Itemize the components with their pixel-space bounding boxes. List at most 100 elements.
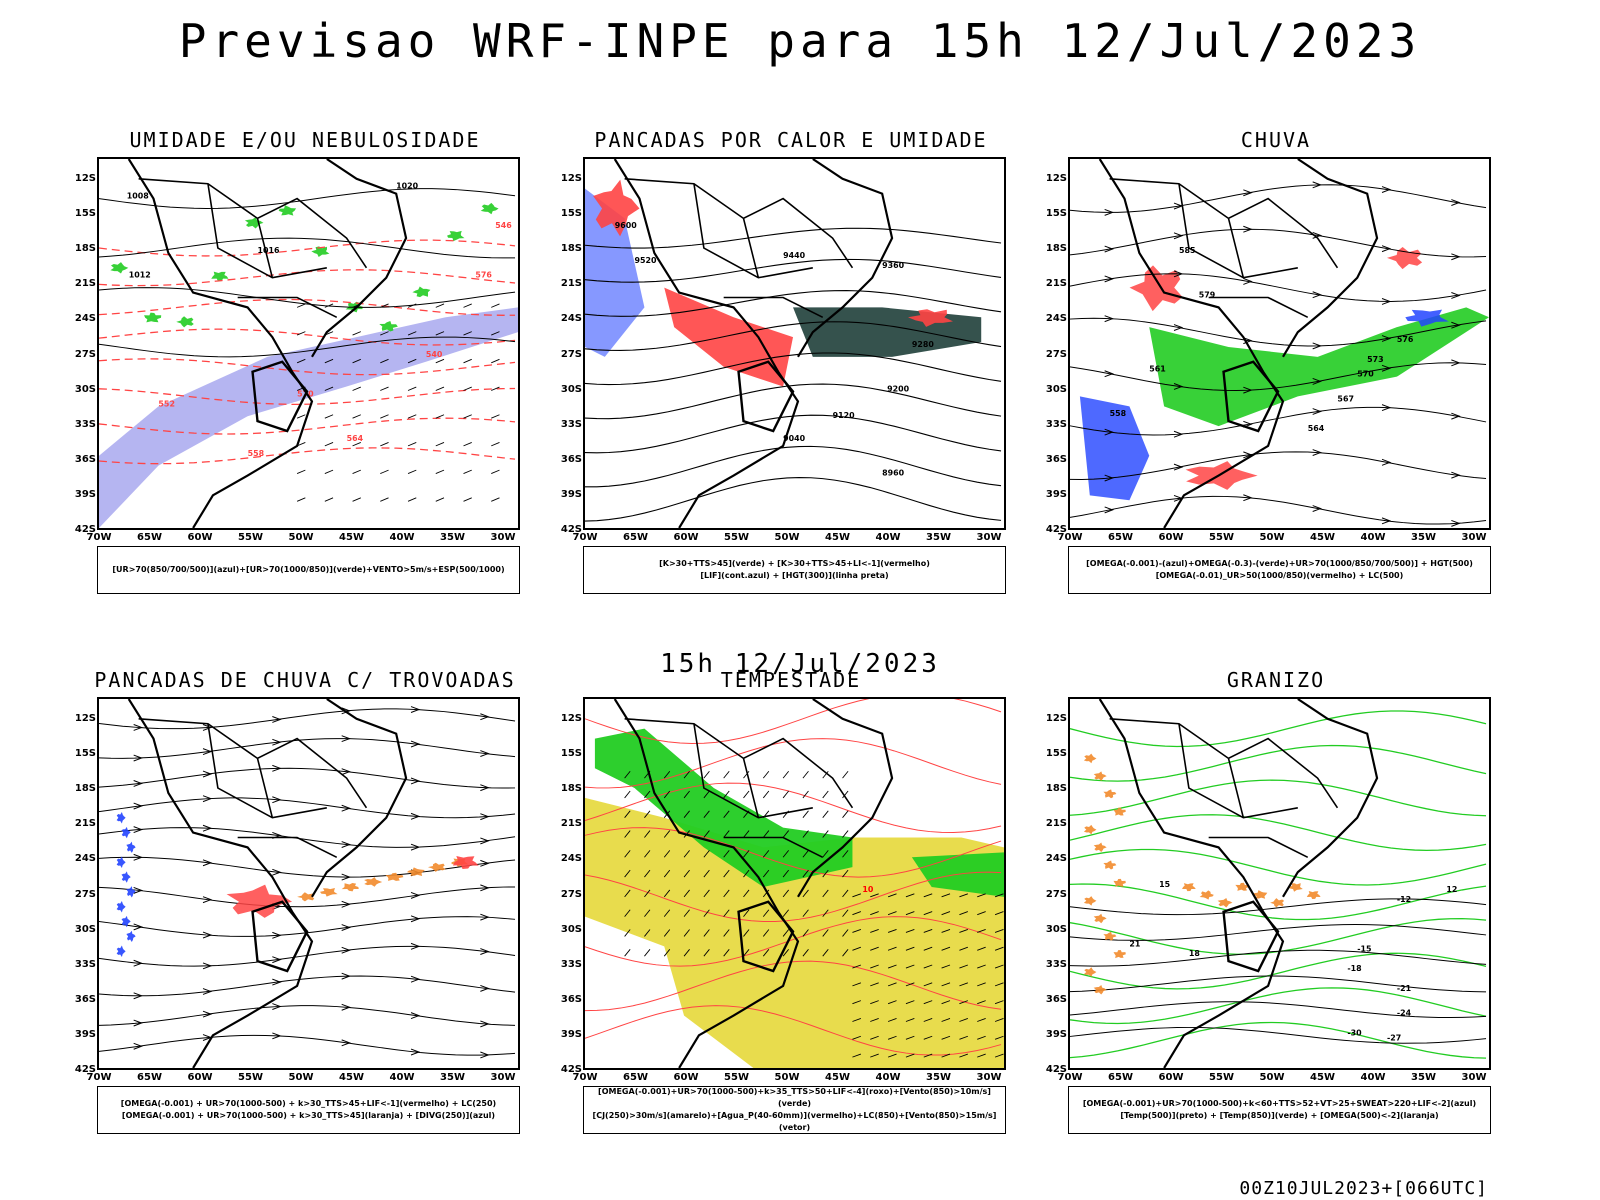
stream-arrowhead [133,1019,144,1027]
stream-arrowhead [202,748,213,756]
stream-arrowhead [1173,383,1184,390]
temp850-contour [1070,987,1487,1025]
lat-tick-label: 36S [74,993,96,1005]
streamline [99,827,516,848]
divergence-patch [121,915,131,928]
stream-arrowhead [1312,231,1323,239]
wind-vector [977,1018,986,1022]
lon-tick-label: 70W [1057,532,1083,543]
stream-arrowhead [202,1010,213,1018]
wind-vector [743,889,750,898]
wind-vector [380,442,389,447]
stream-arrowhead [1451,253,1461,261]
stream-arrowhead [133,724,144,731]
temp500-contour [1070,898,1487,916]
wind-vector [743,770,750,779]
wind-vector [296,331,306,336]
country-border [1222,900,1280,973]
wind-vector [762,909,770,917]
wind-vector [802,850,809,858]
stream-arrowhead [1104,315,1115,323]
omega500-patch [1199,890,1214,900]
stream-arrowhead [341,735,352,743]
panel-title: PANCADAS POR CALOR E UMIDADE [594,128,988,152]
wind-vector [491,386,500,391]
hgt300-contour [585,445,1002,488]
wind-vector [723,810,730,818]
stream-arrowhead [341,873,352,881]
wind-vector [870,946,879,951]
lat-tick-label: 18S [74,783,96,795]
divergence-patch [116,856,126,868]
wind-vector [683,909,690,917]
wind-vector [941,1018,951,1022]
wind-vector [463,358,472,364]
wind-vector [941,964,951,969]
wind-vector [923,964,933,969]
wind-vector [663,869,671,878]
wind-vector [407,469,417,475]
lon-tick-label: 55W [1209,532,1234,543]
wind-vector [407,414,417,419]
wind-vector [941,982,951,987]
wind-vector [941,893,951,898]
wind-vector [743,790,750,799]
stream-arrowhead [202,931,213,939]
wind-vector [743,869,750,878]
panel-title: TEMPESTADE [720,668,862,692]
map-plot: -12 -15 -18 -21 -24 -27 -30 15 18 21 12 [1068,697,1491,1070]
contour-label: 9360 [882,261,905,270]
stream-arrowhead [410,942,421,950]
lc850-contour [585,960,1002,1012]
wind-vector [905,1018,915,1022]
lat-tick-label: 24S [560,853,582,865]
wind-vector [994,1018,1004,1022]
stream-arrowhead [202,859,213,867]
omega500-patch [1288,883,1303,892]
wind-vector [683,929,690,937]
stream-arrowhead [133,959,144,967]
lat-tick-label: 21S [560,818,582,830]
stream-arrowhead [133,802,144,810]
wind-vector [324,442,334,447]
wind-vector [644,869,651,878]
wind-vector [463,414,472,419]
stream-arrowhead [1451,359,1461,367]
wind-vector [463,442,472,447]
lat-tick-label: 39S [1045,1028,1067,1040]
legend-line: [OMEGA(-0.001) + UR>70(1000-500) + k>30_… [120,1099,497,1108]
wind-vector [762,889,770,898]
lon-tick-label: 40W [1360,1072,1386,1083]
lat-tick-label: 12S [1045,173,1067,184]
wind-vector [624,810,631,818]
map-svg: 9600 9520 9440 9360 9280 9200 9120 9040 8960 [585,159,1002,528]
lat-tick-label: 36S [560,993,582,1005]
lon-tick-label: 50W [774,1072,800,1083]
wind-vector [959,946,968,951]
lon-tick-label: 50W [288,532,314,543]
wind-vector [352,331,361,336]
wind-vector [959,1053,968,1058]
legend-line: [OMEGA(-0.001) + UR>70(1000-500) + k>30_… [121,1111,496,1120]
stream-arrowhead [1381,298,1392,305]
coastline [613,159,800,528]
stream-arrowhead [341,946,352,954]
lat-tick-label: 27S [74,348,96,360]
lif-area [585,188,645,357]
stream-arrowhead [480,1051,490,1059]
lat-tick-label: 27S [1045,348,1067,360]
wind-vector [683,810,690,818]
stream-arrowhead [1312,408,1323,415]
wind-vector [977,964,986,969]
streamline [99,767,516,789]
streamline [1070,317,1487,347]
temp500-contour [1070,1001,1487,1019]
contour-label: 9520 [635,256,658,265]
streamline [1070,495,1487,525]
wind-vector [407,303,417,308]
humidity-1000-850-patch [176,316,194,328]
lon-tick-label: 30W [1461,1072,1487,1083]
lon-tick-label: 60W [673,1072,699,1083]
lat-tick-label: 18S [560,783,582,795]
wind-vector [870,1000,879,1005]
